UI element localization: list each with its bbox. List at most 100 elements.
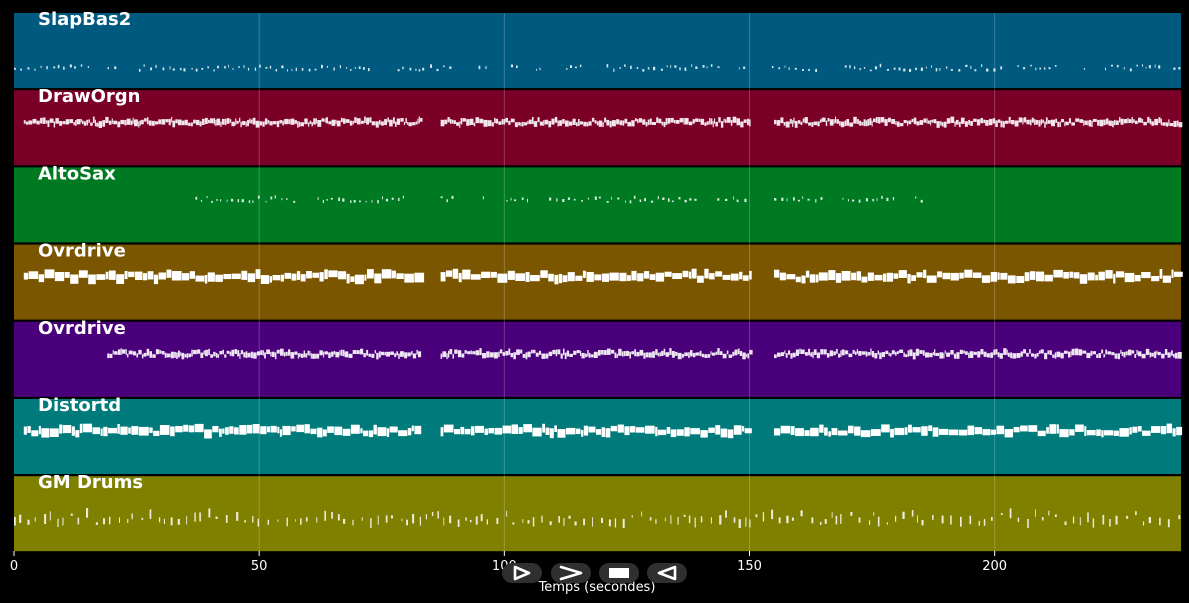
note-mark xyxy=(707,354,711,358)
tick-label: 200 xyxy=(982,559,1007,574)
note-mark xyxy=(1115,515,1118,525)
note-mark xyxy=(645,352,649,358)
track-lane xyxy=(14,321,1182,397)
note-mark xyxy=(1087,120,1089,126)
note-mark xyxy=(175,426,183,433)
note-mark xyxy=(1109,519,1111,527)
note-mark xyxy=(1178,67,1181,70)
note-mark xyxy=(508,348,511,355)
note-mark xyxy=(573,350,577,355)
note-mark xyxy=(932,351,934,356)
forward-button[interactable] xyxy=(551,563,591,583)
note-mark xyxy=(404,352,408,359)
note-mark xyxy=(954,121,956,127)
note-mark xyxy=(907,350,910,357)
note-mark xyxy=(77,517,80,525)
note-mark xyxy=(365,200,367,203)
note-mark xyxy=(586,272,594,282)
note-mark xyxy=(1046,427,1049,434)
note-mark xyxy=(475,516,478,525)
note-mark xyxy=(331,119,336,126)
note-mark xyxy=(352,519,354,526)
note-mark xyxy=(665,352,670,357)
note-mark xyxy=(564,352,567,360)
note-mark xyxy=(138,68,141,72)
note-mark xyxy=(916,121,920,126)
note-mark xyxy=(1095,274,1098,281)
note-mark xyxy=(176,352,178,359)
track-notes xyxy=(23,268,1183,285)
note-mark xyxy=(873,512,875,516)
note-mark xyxy=(379,119,381,125)
note-mark xyxy=(631,120,635,127)
note-mark xyxy=(260,350,263,355)
note-mark xyxy=(460,118,463,125)
note-mark xyxy=(903,120,907,124)
note-mark xyxy=(259,121,263,126)
note-mark xyxy=(588,121,592,126)
note-mark xyxy=(609,272,619,281)
tick-label: 0 xyxy=(10,559,18,574)
note-mark xyxy=(939,68,941,71)
note-mark xyxy=(370,518,372,529)
note-mark xyxy=(877,516,880,527)
note-mark xyxy=(470,426,475,436)
note-mark xyxy=(845,350,849,355)
note-mark xyxy=(368,353,372,357)
note-mark xyxy=(601,517,603,523)
note-mark xyxy=(225,427,229,435)
note-mark xyxy=(1104,430,1114,436)
note-mark xyxy=(257,351,260,356)
note-mark xyxy=(926,275,937,283)
note-mark xyxy=(449,66,452,69)
note-mark xyxy=(141,354,144,359)
note-mark xyxy=(164,352,167,358)
note-mark xyxy=(811,122,814,127)
note-mark xyxy=(193,119,196,124)
note-mark xyxy=(389,426,398,433)
note-mark xyxy=(657,196,659,200)
note-mark xyxy=(1098,353,1101,358)
note-mark xyxy=(848,425,854,434)
play-button[interactable] xyxy=(502,563,542,583)
rewind-button[interactable] xyxy=(647,563,687,583)
note-mark xyxy=(386,351,390,357)
note-mark xyxy=(304,118,308,125)
note-mark xyxy=(418,351,422,358)
note-mark xyxy=(207,272,215,282)
note-mark xyxy=(539,350,542,355)
note-mark xyxy=(422,67,425,71)
note-mark xyxy=(400,118,404,122)
note-mark xyxy=(197,349,201,354)
note-mark xyxy=(631,351,634,355)
note-mark xyxy=(633,195,636,199)
note-mark xyxy=(568,515,571,519)
note-mark xyxy=(234,427,239,435)
note-mark xyxy=(532,517,535,527)
note-mark xyxy=(969,351,974,358)
note-mark xyxy=(663,121,666,128)
note-mark xyxy=(325,117,328,124)
note-mark xyxy=(784,65,786,68)
note-mark xyxy=(893,273,899,279)
note-mark xyxy=(778,67,781,70)
note-mark xyxy=(53,121,56,128)
note-mark xyxy=(1166,423,1173,434)
note-mark xyxy=(913,117,917,125)
note-mark xyxy=(670,117,674,123)
note-mark xyxy=(1156,350,1158,355)
note-mark xyxy=(1127,349,1132,356)
note-mark xyxy=(551,118,555,125)
note-mark xyxy=(841,349,845,356)
note-mark xyxy=(617,197,620,200)
note-mark xyxy=(502,425,512,434)
note-mark xyxy=(279,429,282,437)
note-mark xyxy=(881,195,883,199)
note-mark xyxy=(321,118,324,122)
stop-button[interactable] xyxy=(599,563,639,583)
note-mark xyxy=(324,351,328,355)
note-mark xyxy=(579,64,582,68)
note-mark xyxy=(128,271,135,278)
note-mark xyxy=(1123,67,1125,70)
